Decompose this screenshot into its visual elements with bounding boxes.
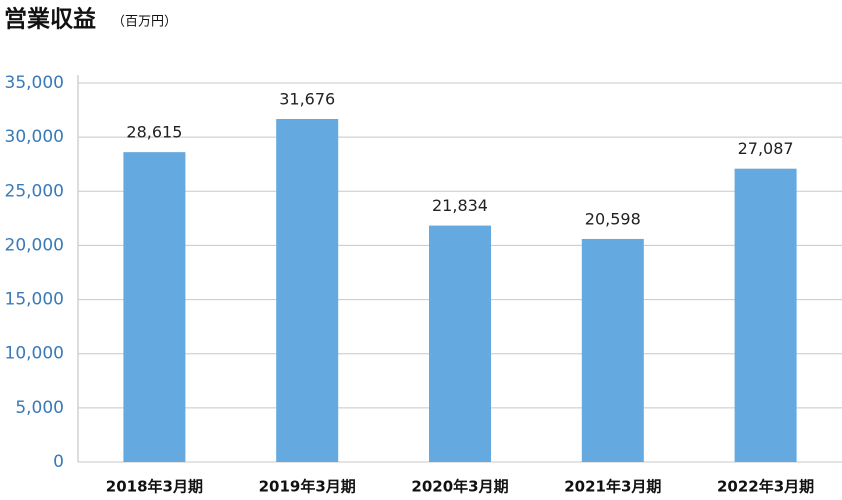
value-label: 31,676 — [279, 89, 335, 108]
y-tick-label: 25,000 — [5, 181, 64, 201]
y-tick-label: 35,000 — [5, 73, 64, 93]
y-tick-label: 5,000 — [15, 398, 64, 418]
value-label: 27,087 — [738, 139, 794, 158]
x-tick-label: 2021年3月期 — [564, 478, 661, 496]
chart-subtitle: （百万円） — [112, 15, 177, 30]
y-tick-label: 10,000 — [5, 344, 64, 364]
x-tick-label: 2018年3月期 — [106, 478, 203, 496]
value-label: 20,598 — [585, 209, 641, 228]
chart-title: 営業収益 — [4, 6, 96, 33]
y-tick-label: 15,000 — [5, 290, 64, 310]
value-label: 28,615 — [126, 123, 182, 142]
y-tick-label: 30,000 — [5, 127, 64, 147]
x-tick-label: 2020年3月期 — [411, 478, 508, 496]
x-tick-label: 2019年3月期 — [259, 478, 356, 496]
bar — [581, 238, 644, 462]
bar — [276, 118, 339, 462]
value-label: 21,834 — [432, 196, 488, 215]
y-tick-label: 20,000 — [5, 235, 64, 255]
bar — [734, 168, 797, 462]
bar — [123, 152, 186, 462]
y-tick-label: 0 — [53, 452, 64, 472]
bar — [429, 225, 491, 462]
x-tick-label: 2022年3月期 — [717, 478, 814, 496]
